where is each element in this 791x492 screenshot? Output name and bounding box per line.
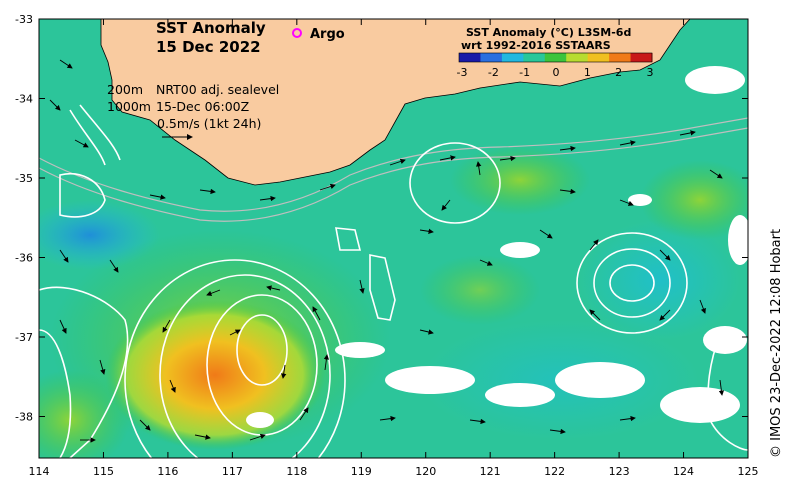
sealevel-contours — [39, 104, 748, 458]
colorbar-ticks: -3 -2 -1 0 1 2 3 — [457, 66, 654, 79]
isobath-1000m — [39, 127, 748, 222]
colorbar-title: SST Anomaly (°C) L3SM-6d — [466, 26, 631, 39]
colorbar-swatch — [501, 53, 524, 62]
current-velocity-arrows — [49, 59, 725, 443]
lon-tick-label: 124 — [673, 465, 694, 478]
lat-tick-label: -38 — [15, 411, 33, 424]
lat-tick-label: -33 — [15, 13, 33, 26]
warm-anomaly-core — [105, 300, 325, 450]
colorbar-swatch — [459, 53, 481, 62]
green-anomaly-patch — [640, 160, 748, 240]
longitude-axis: 114 115 116 117 118 119 120 121 122 123 124 125 — [29, 19, 759, 478]
argo-legend-marker — [292, 28, 302, 38]
lon-tick-label: 120 — [415, 465, 436, 478]
green-anomaly-patch — [420, 255, 540, 325]
colorbar-swatch — [609, 53, 632, 62]
lon-tick-label: 116 — [157, 465, 178, 478]
colorbar-swatch — [523, 53, 546, 62]
lon-tick-label: 114 — [29, 465, 50, 478]
colorbar-swatch — [480, 53, 503, 62]
imos-credit: © IMOS 23-Dec-2022 12:08 Hobart — [769, 229, 784, 458]
lon-tick-label: 117 — [222, 465, 243, 478]
map-date: 15 Dec 2022 — [156, 38, 261, 56]
colorbar — [458, 52, 653, 63]
isobath-1000m-label: 1000m — [107, 99, 151, 114]
lat-tick-label: -34 — [15, 93, 33, 106]
colorbar-tick-label: -2 — [488, 66, 499, 79]
lon-tick-label: 121 — [480, 465, 501, 478]
plot-area — [39, 19, 748, 458]
lat-tick-label: -37 — [15, 331, 33, 344]
lon-tick-label: 125 — [738, 465, 759, 478]
lon-tick-label: 123 — [609, 465, 630, 478]
colorbar-frame — [458, 52, 653, 63]
colorbar-swatch — [566, 53, 589, 62]
lon-tick-label: 115 — [93, 465, 114, 478]
latitude-axis: -33-34-35-36-37-38 — [15, 13, 748, 424]
colorbar-tick-label: 1 — [584, 66, 591, 79]
lat-tick-label: -36 — [15, 252, 33, 265]
colorbar-swatch — [587, 53, 610, 62]
lon-tick-label: 122 — [544, 465, 565, 478]
colorbar-tick-label: 0 — [553, 66, 560, 79]
lon-tick-label: 119 — [351, 465, 372, 478]
green-anomaly-patch — [39, 370, 130, 458]
colorbar-swatch — [544, 53, 567, 62]
colorbar-swatch — [630, 53, 653, 62]
no-data-gaps — [246, 66, 748, 428]
green-anomaly-patch — [450, 145, 590, 215]
lon-tick-label: 118 — [286, 465, 307, 478]
colorbar-tick-label: -1 — [519, 66, 530, 79]
plot-frame — [38, 18, 749, 459]
sealevel-time-label: 15-Dec 06:00Z — [156, 99, 249, 114]
velocity-scale-label: 0.5m/s (1kt 24h) — [157, 116, 261, 131]
lat-tick-label: -35 — [15, 172, 33, 185]
colorbar-tick-label: 3 — [647, 66, 654, 79]
argo-legend-label: Argo — [310, 27, 345, 42]
colorbar-subtitle: wrt 1992-2016 SSTAARS — [461, 39, 611, 52]
isobath-200m-label: 200m — [107, 82, 143, 97]
sealevel-product-label: NRT00 adj. sealevel — [156, 82, 279, 97]
isobath-200m — [39, 117, 748, 212]
colorbar-tick-label: -3 — [457, 66, 468, 79]
colorbar-tick-label: 2 — [615, 66, 622, 79]
map-title: SST Anomaly — [156, 19, 266, 37]
